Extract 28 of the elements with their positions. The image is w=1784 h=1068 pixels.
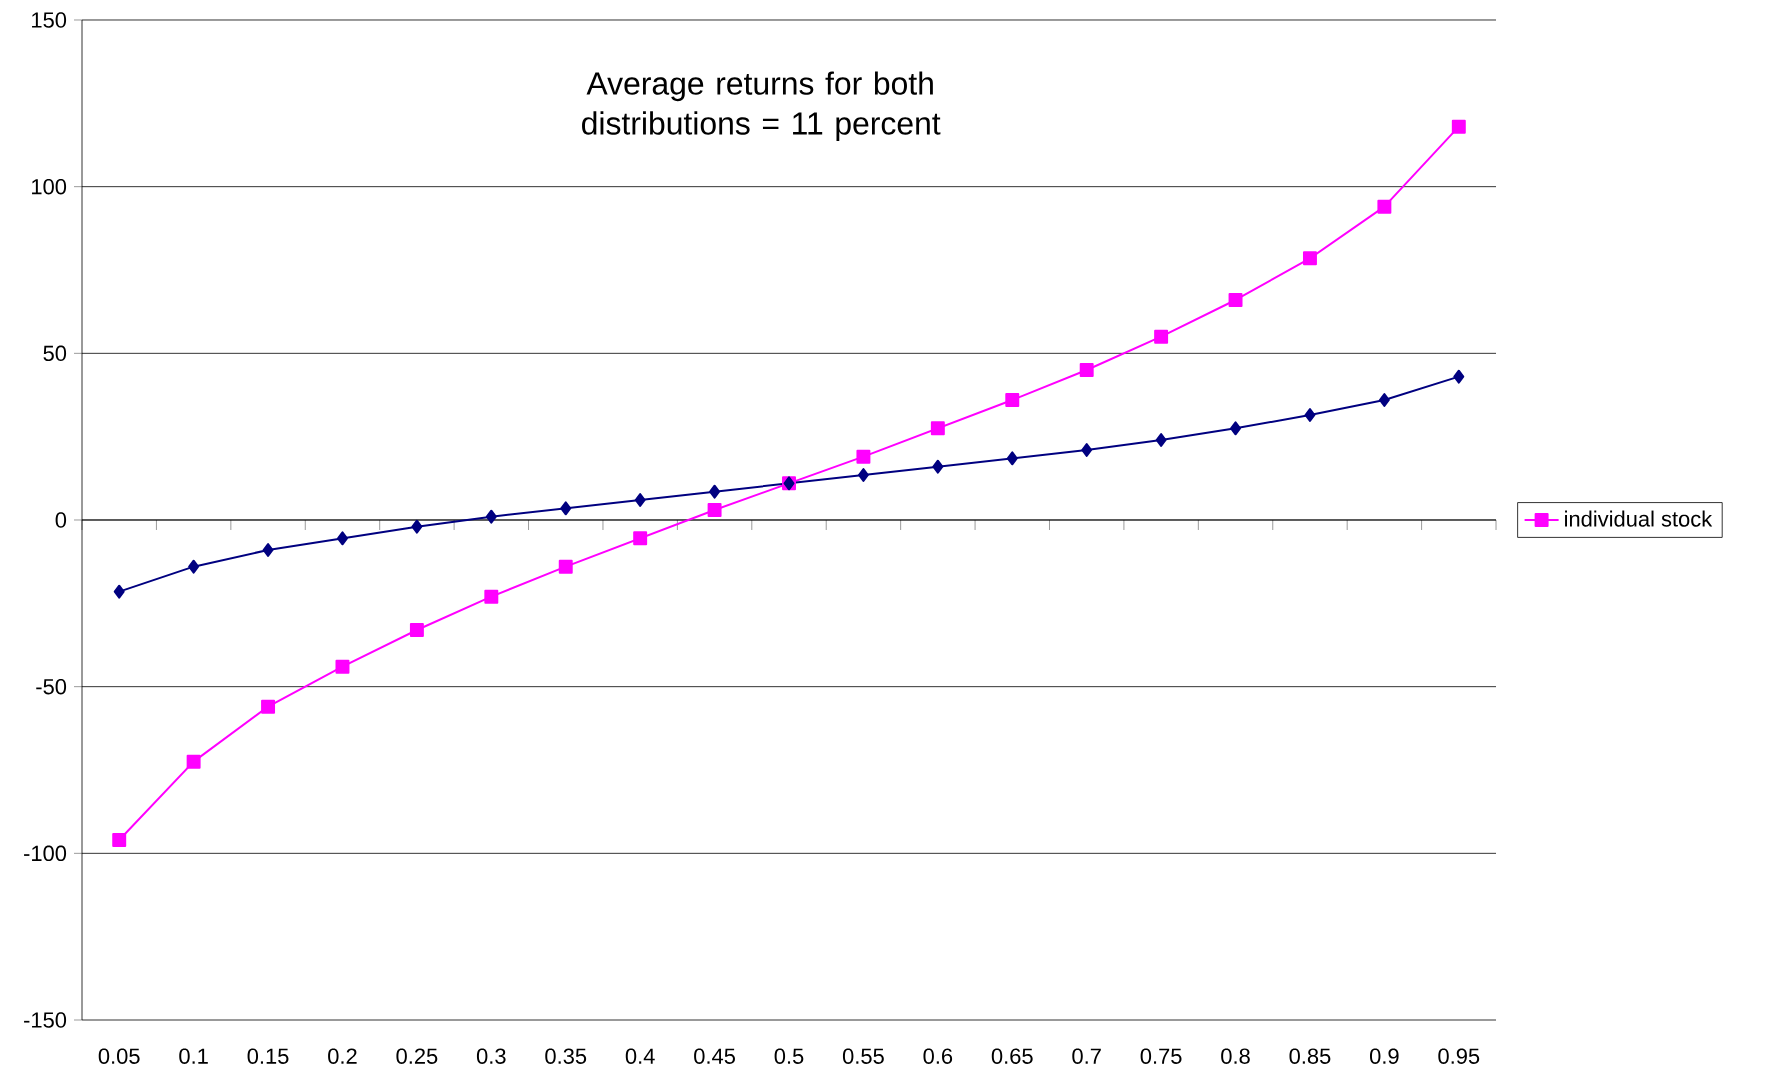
y-tick-label: 150 [32, 12, 67, 28]
x-tick-label: 0.1 [179, 1048, 208, 1064]
x-tick-label: 0.25 [396, 1048, 438, 1064]
x-tick-label: 0.35 [545, 1048, 587, 1064]
x-tick-label: 0.85 [1289, 1048, 1331, 1064]
x-tick-label: 0.95 [1438, 1048, 1480, 1064]
x-tick-label: 0.65 [991, 1048, 1033, 1064]
y-tick-label: 100 [32, 178, 67, 195]
x-tick-label: 0.15 [247, 1048, 289, 1064]
legend-label: individual stock [1565, 510, 1713, 527]
x-tick-label: 0.05 [98, 1048, 140, 1064]
x-tick-label: 0.4 [625, 1048, 655, 1064]
x-tick-label: 0.5 [774, 1048, 804, 1064]
x-tick-label: 0.75 [1140, 1048, 1182, 1064]
x-tick-label: 0.6 [923, 1048, 953, 1064]
y-tick-label: -150 [24, 1012, 67, 1028]
y-tick-label: 50 [43, 345, 67, 362]
x-tick-label: 0.3 [476, 1048, 506, 1064]
x-tick-label: 0.2 [328, 1048, 357, 1064]
x-tick-label: 0.9 [1369, 1048, 1399, 1064]
x-tick-label: 0.7 [1072, 1048, 1101, 1064]
y-tick-label: -50 [36, 678, 67, 695]
y-tick-label: 0 [55, 512, 67, 528]
x-tick-label: 0.8 [1221, 1048, 1250, 1064]
x-tick-label: 0.55 [842, 1048, 884, 1064]
text: Average returns for both distributions = 11 percent [582, 71, 941, 141]
x-tick-label: 0.45 [694, 1048, 735, 1064]
y-tick-label: -100 [24, 845, 67, 862]
